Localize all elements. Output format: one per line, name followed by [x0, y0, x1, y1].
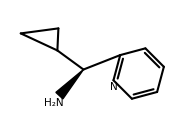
Text: H₂N: H₂N: [43, 98, 63, 108]
Polygon shape: [56, 70, 84, 99]
Text: N: N: [110, 82, 117, 92]
